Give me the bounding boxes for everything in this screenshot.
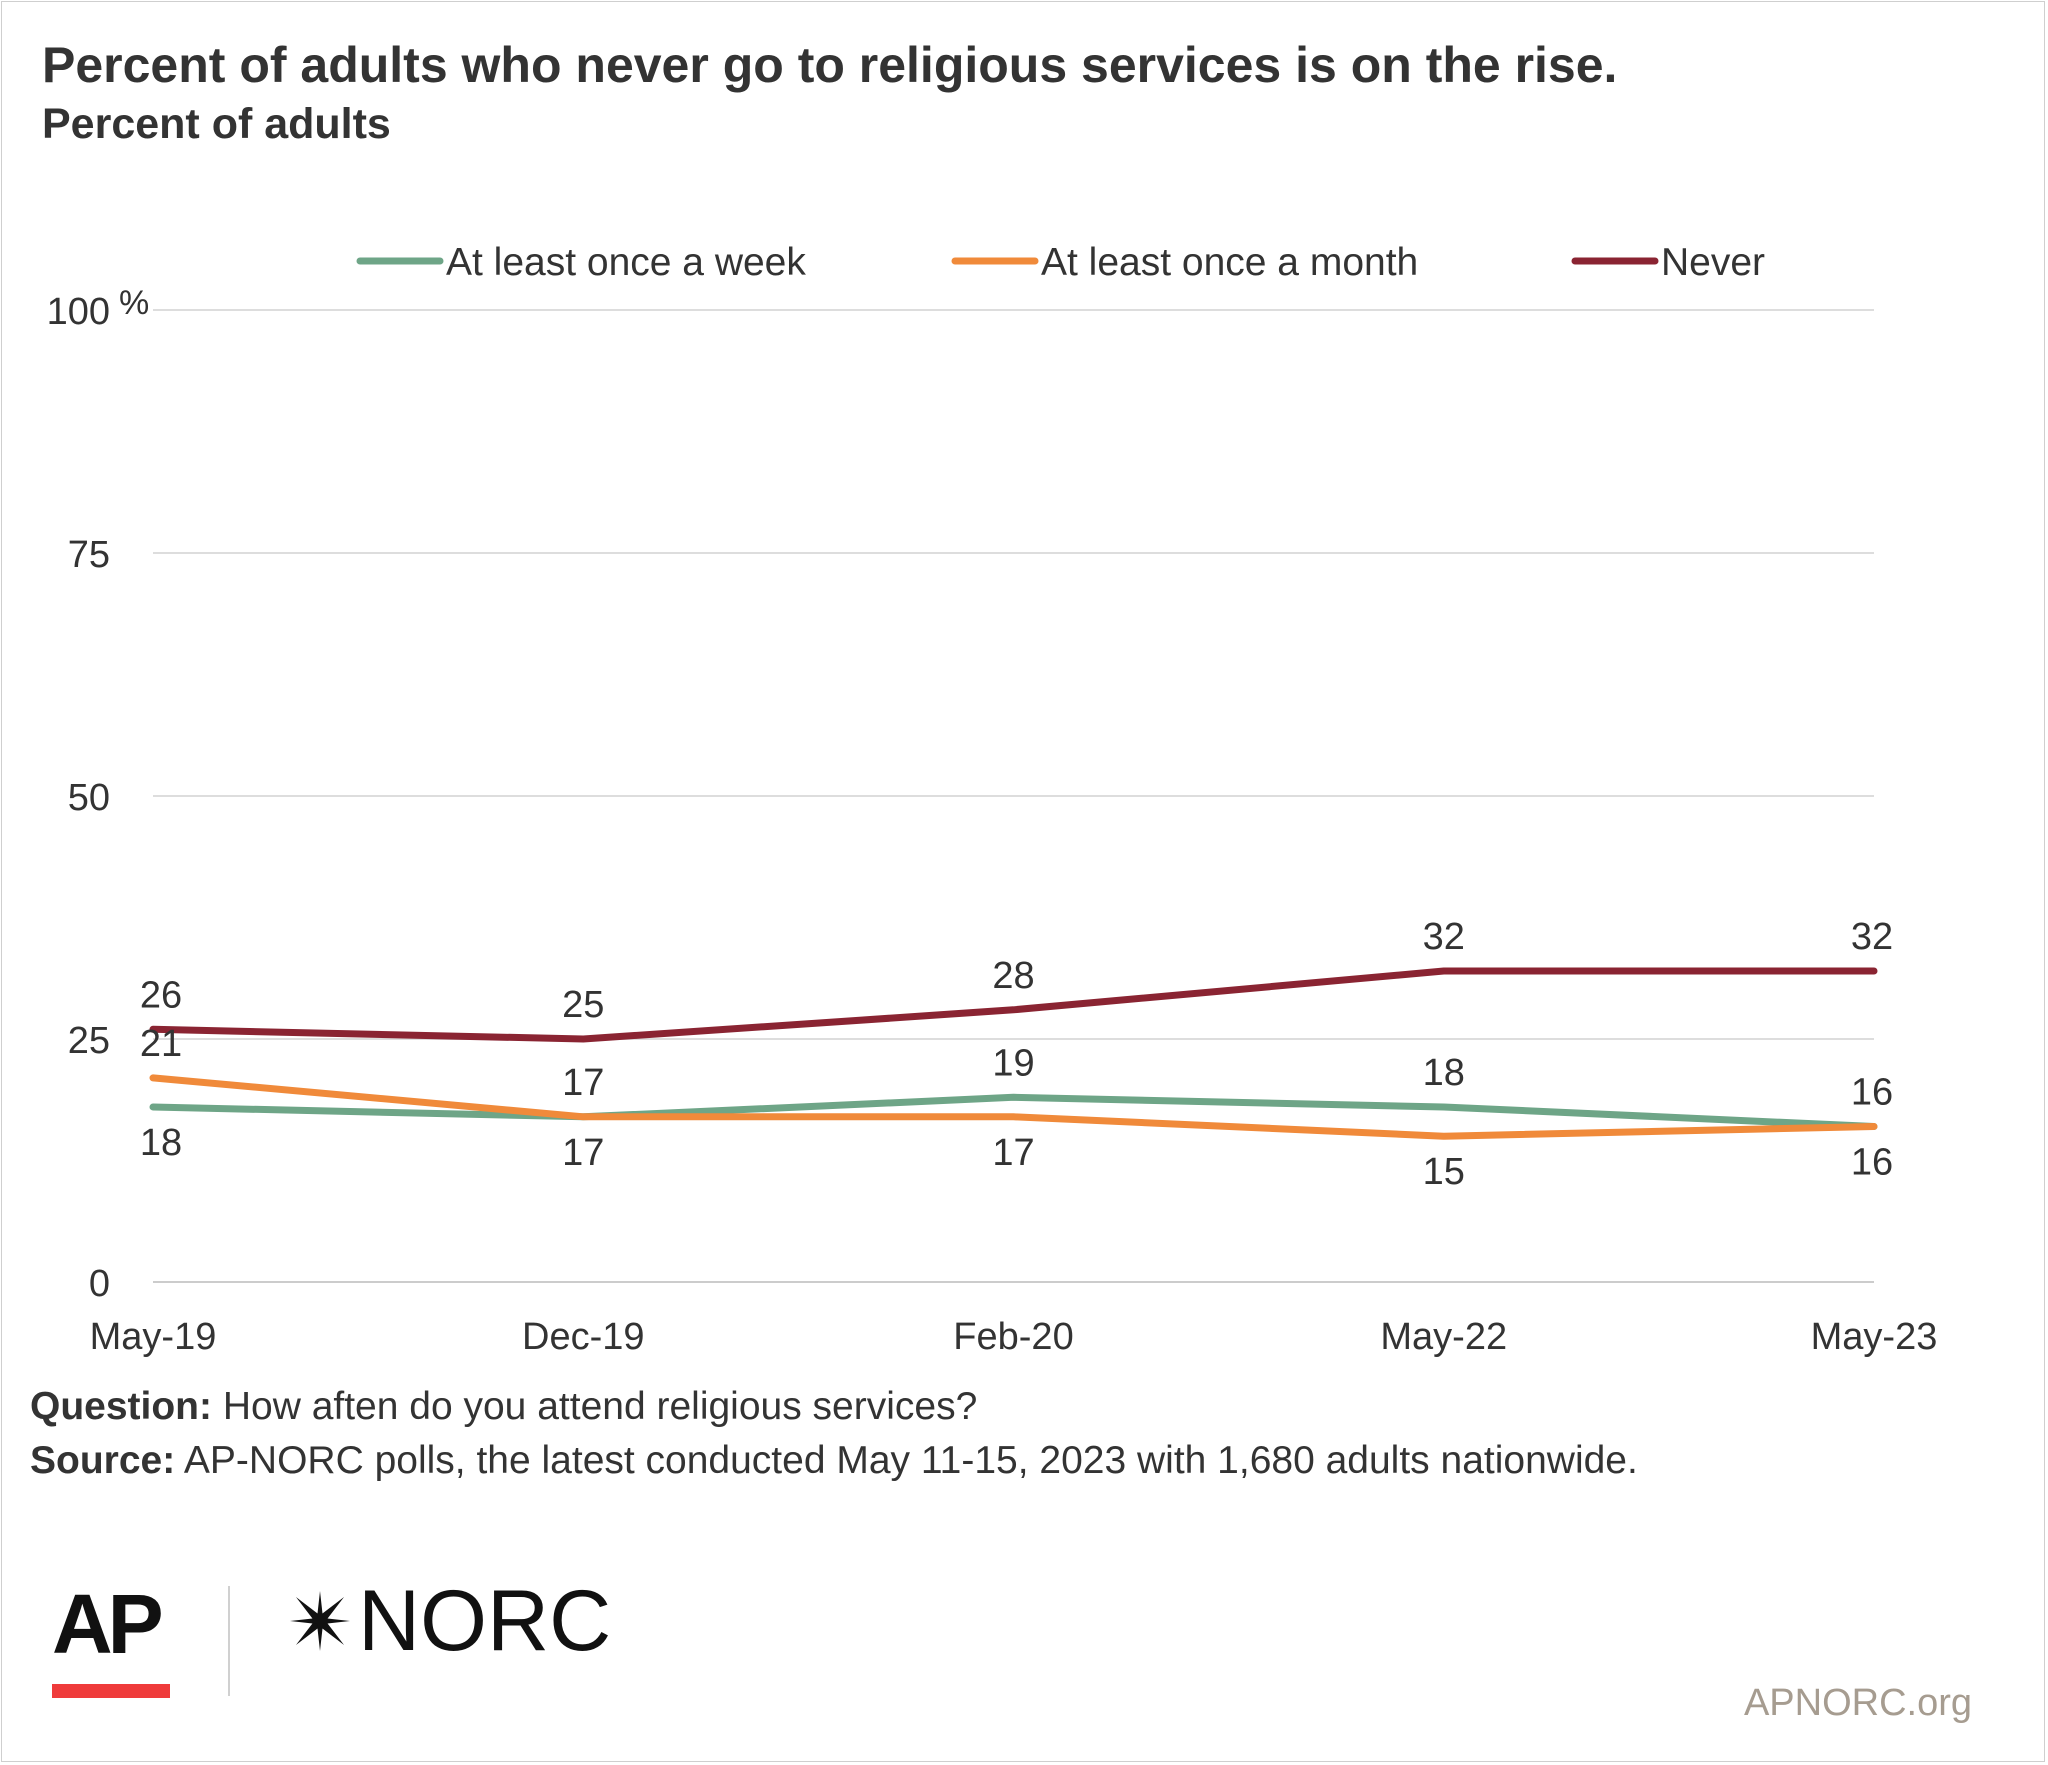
norc-logo-text: NORC xyxy=(358,1573,612,1669)
y-tick-label: 75 xyxy=(68,534,110,576)
site-url: APNORC.org xyxy=(1743,1682,1972,1724)
source-text: AP-NORC polls, the latest conducted May … xyxy=(183,1439,1638,1482)
source-note: Source: AP-NORC polls, the latest conduc… xyxy=(30,1437,1638,1485)
y-tick-label: 0 xyxy=(89,1263,110,1305)
data-label: 26 xyxy=(140,974,182,1016)
data-label: 16 xyxy=(1851,1071,1893,1113)
chart-notes: Question: How aften do you attend religi… xyxy=(30,1383,1638,1491)
source-label: Source: xyxy=(30,1439,176,1482)
norc-star-icon xyxy=(290,1591,350,1651)
ap-logo-bar xyxy=(52,1684,170,1698)
legend: At least once a week At least once a mont… xyxy=(356,241,1765,284)
data-labels: 18 17 19 18 16 21 17 17 15 16 26 25 28 32 32 xyxy=(140,916,1893,1193)
data-label: 32 xyxy=(1423,916,1465,958)
data-label: 19 xyxy=(992,1042,1034,1084)
data-label: 28 xyxy=(992,955,1034,997)
data-label: 21 xyxy=(140,1023,182,1065)
y-unit-label: % xyxy=(119,284,149,322)
legend-label: Never xyxy=(1661,241,1765,284)
logo-divider xyxy=(228,1586,230,1696)
ap-logo-text: AP xyxy=(52,1577,164,1671)
x-axis-ticks: May-19 Dec-19 Feb-20 May-22 May-23 xyxy=(90,1316,1938,1358)
y-tick-label: 25 xyxy=(68,1020,110,1062)
x-tick-label: May-19 xyxy=(90,1316,217,1358)
series-line xyxy=(149,967,1878,1043)
y-axis-ticks: 0 25 50 75 100% xyxy=(47,284,150,1305)
x-tick-label: Feb-20 xyxy=(953,1316,1073,1358)
data-label: 16 xyxy=(1851,1141,1893,1183)
x-tick-label: Dec-19 xyxy=(522,1316,645,1358)
data-label: 17 xyxy=(562,1062,604,1104)
data-label: 25 xyxy=(562,984,604,1026)
chart-subtitle: Percent of adults xyxy=(42,100,391,148)
y-tick-label: 50 xyxy=(68,777,110,819)
norc-logo: NORC xyxy=(282,1578,611,1664)
question-text: How aften do you attend religious servic… xyxy=(222,1385,978,1428)
data-label: 18 xyxy=(1423,1052,1465,1094)
gridlines xyxy=(153,309,1874,1283)
x-tick-label: May-22 xyxy=(1380,1316,1507,1358)
question-label: Question: xyxy=(30,1385,212,1428)
y-tick-label: 100 xyxy=(47,291,110,333)
data-label: 17 xyxy=(992,1132,1034,1174)
data-label: 32 xyxy=(1851,916,1893,958)
x-tick-label: May-23 xyxy=(1811,1316,1938,1358)
question-note: Question: How aften do you attend religi… xyxy=(30,1383,1638,1431)
ap-logo: AP xyxy=(52,1582,170,1698)
series-lines xyxy=(149,967,1878,1140)
legend-label: At least once a week xyxy=(446,241,806,284)
series-line xyxy=(149,1074,1878,1140)
chart-title: Percent of adults who never go to religi… xyxy=(42,37,1618,93)
data-label: 15 xyxy=(1423,1151,1465,1193)
data-label: 18 xyxy=(140,1122,182,1164)
legend-label: At least once a month xyxy=(1041,241,1418,284)
series-line xyxy=(149,1093,1878,1130)
data-label: 17 xyxy=(562,1132,604,1174)
